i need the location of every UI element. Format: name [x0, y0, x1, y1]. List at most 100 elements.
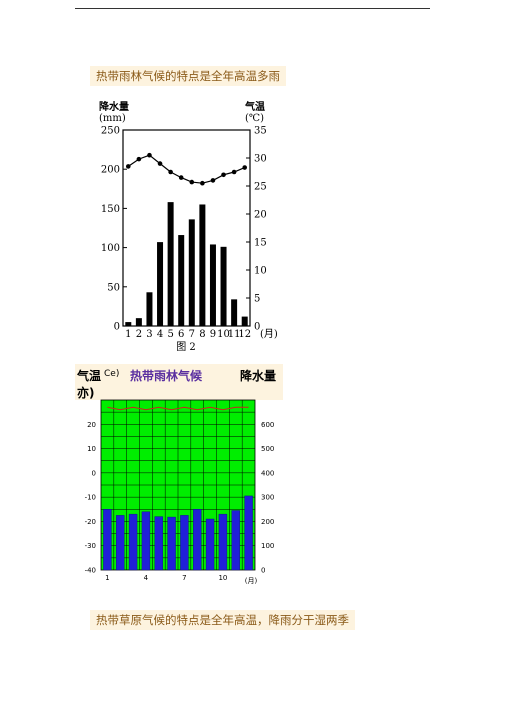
month-label: 1: [125, 329, 131, 340]
right-tick-label: 600: [261, 421, 274, 429]
precip-bar: [180, 515, 189, 571]
precip-bar: [178, 235, 185, 326]
precip-bar: [218, 513, 228, 571]
right-tick-label: 35: [254, 126, 267, 137]
left-tick-label: 150: [101, 204, 120, 215]
precip-bar: [141, 511, 151, 571]
precip-bar: [167, 202, 174, 326]
left-tick-label: -10: [85, 494, 96, 502]
month-label: 6: [178, 329, 184, 340]
month-label: 4: [157, 329, 163, 340]
figure-label: 图 2: [176, 341, 196, 353]
climate-chart-1: 降水量(mm)气温(℃)0501001502002500510152025303…: [99, 100, 278, 353]
temperature-point: [242, 165, 248, 170]
temperature-point: [210, 178, 216, 183]
precip-bar: [241, 316, 248, 326]
left-tick-label: 100: [101, 243, 120, 254]
right-tick-label: 5: [254, 294, 260, 305]
right-axis-title: 气温: [244, 100, 265, 113]
precip-bar: [146, 292, 153, 326]
month-label: 10: [218, 574, 227, 582]
left-tick-label: 50: [107, 282, 120, 293]
right-tick-label: 300: [261, 494, 274, 502]
temperature-point: [125, 164, 131, 169]
precip-bar: [199, 204, 206, 326]
left-tick-label: -30: [85, 542, 96, 550]
x-unit-label: (月): [245, 577, 258, 585]
precip-bar: [231, 510, 240, 571]
left-tick-label: 250: [101, 126, 120, 137]
precip-bar: [167, 516, 176, 571]
temperature-point: [147, 152, 152, 158]
x-unit-label: (月): [260, 328, 278, 340]
right-tick-label: 30: [254, 154, 267, 165]
right-tick-label: 15: [254, 238, 267, 249]
temperature-point: [168, 169, 173, 175]
month-label: 9: [210, 329, 216, 340]
right-tick-label: 10: [254, 266, 267, 277]
temperature-point: [157, 161, 163, 166]
right-axis-unit: (℃): [245, 113, 264, 124]
plot-frame: [122, 129, 251, 327]
temperature-line: [107, 406, 249, 411]
precip-bar: [220, 246, 227, 326]
chart2-title: 热带雨林气候: [130, 369, 203, 383]
right-tick-label: 20: [254, 210, 267, 221]
left-tick-label: 0: [92, 469, 96, 477]
precip-bar: [209, 244, 216, 326]
precip-bar: [135, 318, 142, 326]
month-label: 3: [146, 329, 152, 340]
right-tick-label: 500: [261, 445, 274, 453]
temperature-point: [200, 180, 205, 186]
right-tick-label: 200: [261, 518, 274, 526]
month-label: 4: [144, 574, 149, 582]
left-tick-label: -20: [85, 518, 96, 526]
precip-bar: [244, 495, 253, 571]
chart2-second-line: 亦): [77, 386, 95, 400]
right-tick-label: 100: [261, 542, 274, 550]
precip-bar: [193, 509, 202, 571]
temperature-point: [231, 169, 237, 175]
precip-bar: [128, 513, 138, 571]
precip-bar: [157, 242, 164, 326]
precip-bar: [205, 518, 215, 571]
precip-bar: [116, 515, 125, 571]
right-tick-label: 25: [254, 182, 267, 193]
month-label: 7: [182, 574, 186, 582]
precip-bar: [125, 322, 132, 326]
chart2-label-bar: 气温 Ce) 热带雨林气候 降水量 亦): [75, 364, 283, 400]
precip-bar: [103, 509, 112, 571]
precip-bar: [231, 299, 238, 326]
temperature-point: [189, 179, 195, 185]
precip-bar: [154, 516, 163, 571]
month-label: 12: [238, 329, 251, 340]
left-axis-title: 降水量: [99, 100, 129, 113]
right-tick-label: 0: [261, 567, 265, 575]
caption-rainforest: 热带雨林气候的特点是全年高温多雨: [90, 66, 286, 86]
right-tick-label: 0: [254, 322, 260, 333]
left-tick-label: -40: [85, 567, 96, 575]
left-axis-unit: (mm): [99, 113, 126, 124]
temperature-point: [221, 172, 226, 178]
month-label: 11: [228, 329, 241, 340]
top-rule: [75, 8, 430, 9]
caption-savanna: 热带草原气候的特点是全年高温，降雨分干湿两季: [90, 610, 355, 630]
chart2-precip-label: 降水量: [240, 369, 277, 383]
month-label: 10: [217, 329, 230, 340]
right-tick-label: 400: [261, 469, 274, 477]
left-tick-label: 200: [101, 165, 120, 176]
month-label: 5: [167, 329, 173, 340]
month-label: 2: [136, 329, 142, 340]
temperature-point: [178, 175, 184, 180]
left-tick-label: 10: [87, 445, 96, 453]
precip-bar: [188, 219, 195, 326]
month-label: 7: [189, 329, 195, 340]
temperature-line: [127, 154, 245, 184]
chart2-temp-sub: Ce): [104, 369, 120, 379]
temperature-point: [136, 156, 142, 162]
month-label: 8: [199, 329, 205, 340]
chart2-temp-label: 气温: [77, 369, 102, 383]
left-tick-label: 20: [87, 421, 96, 429]
month-label: 1: [105, 574, 109, 582]
